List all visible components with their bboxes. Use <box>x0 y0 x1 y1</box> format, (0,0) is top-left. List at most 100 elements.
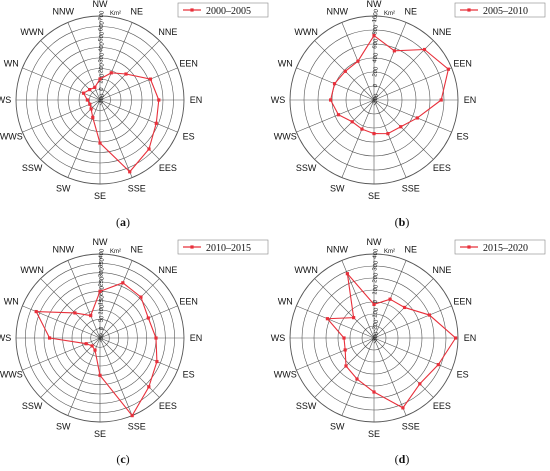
category-label-een: EEN <box>453 296 472 306</box>
data-point-ees <box>418 382 422 386</box>
caption-open-paren: ( <box>116 215 120 229</box>
category-label-sw: SW <box>330 184 345 194</box>
radial-tick-label: 150 <box>98 294 106 306</box>
data-point-nnw <box>93 85 97 89</box>
data-point-wwn <box>343 69 347 73</box>
legend: 2010–2015 <box>177 239 269 255</box>
caption-open-paren: ( <box>395 215 399 229</box>
spoke-ees <box>99 337 160 398</box>
category-label-wn: WN <box>278 58 293 68</box>
data-point-nw <box>372 302 376 306</box>
category-label-nnw: NNW <box>53 244 75 254</box>
legend-label: 2005–2010 <box>483 6 528 17</box>
data-point-es <box>154 121 158 125</box>
panel-caption: (d) <box>395 452 410 466</box>
category-label-en: EN <box>464 333 477 343</box>
spoke-wn <box>22 67 101 101</box>
category-label-sw: SW <box>56 422 71 432</box>
data-point-ws <box>48 336 52 340</box>
category-label-nne: NNE <box>432 265 451 275</box>
radial-tick-label: 600 <box>98 20 106 32</box>
unit-label: Km² <box>384 11 395 17</box>
legend-marker <box>467 245 471 249</box>
caption-close-paren: ) <box>126 215 130 229</box>
radial-tick-label: 0 <box>373 83 380 88</box>
radial-tick-label: -300 <box>372 331 380 345</box>
spoke-ne <box>99 22 133 101</box>
category-label-sw: SW <box>56 184 71 194</box>
radial-tick-label: 700 <box>98 10 106 22</box>
data-point-nw <box>98 77 102 81</box>
category-label-se: SE <box>368 429 380 439</box>
unit-label: Km² <box>384 249 395 255</box>
data-point-nnw <box>89 313 93 318</box>
spoke-ssw <box>314 337 375 398</box>
category-label-ne: NE <box>404 244 417 254</box>
data-point-wws <box>336 113 341 117</box>
legend-box <box>454 2 546 18</box>
legend-label: 2010–2015 <box>206 243 251 254</box>
spoke-ne <box>373 22 407 101</box>
data-point-nw <box>372 34 376 38</box>
data-point-sw <box>360 127 364 131</box>
spoke-sw <box>341 99 375 178</box>
category-label-ws: WS <box>0 95 11 105</box>
data-point-sse <box>130 414 134 418</box>
data-point-een <box>146 316 150 320</box>
category-label-wn: WN <box>4 296 19 306</box>
data-point-ssw <box>90 344 94 348</box>
data-point-se <box>98 141 102 145</box>
radial-tick-label: 200 <box>98 62 106 74</box>
category-label-ws: WS <box>271 333 286 343</box>
data-point-wws <box>88 102 92 106</box>
category-label-ees: EES <box>159 163 177 173</box>
radial-tick-label: 400 <box>372 248 380 260</box>
category-label-wws: WWS <box>274 370 297 380</box>
spoke-sse <box>99 337 133 416</box>
legend-marker <box>467 8 471 12</box>
category-label-een: EEN <box>179 58 198 68</box>
radial-tick-label: -200 <box>372 93 380 107</box>
legend-box <box>177 239 269 255</box>
data-point-sw <box>93 348 97 352</box>
category-label-sse: SSE <box>128 422 146 432</box>
legend-label: 2000–2005 <box>206 6 251 17</box>
data-point-wwn <box>352 316 356 320</box>
category-label-wws: WWS <box>0 132 23 142</box>
category-label-ssw: SSW <box>296 401 317 411</box>
spoke-een <box>99 305 178 339</box>
data-point-en <box>439 98 443 102</box>
caption-letter: c <box>120 452 126 466</box>
category-label-nne: NNE <box>432 27 451 37</box>
radial-tick-label: 400 <box>372 52 380 64</box>
radial-tick-label: 600 <box>372 38 380 50</box>
legend: 2015–2020 <box>454 239 546 255</box>
spoke-ssw <box>314 99 375 160</box>
spoke-es <box>99 337 178 371</box>
spoke-sse <box>373 99 407 178</box>
radial-tick-label: 50 <box>98 315 105 323</box>
radial-tick-label: 500 <box>98 31 106 43</box>
data-point-sse <box>401 406 405 410</box>
radial-tick-label: 400 <box>98 248 106 260</box>
category-label-nnw: NNW <box>53 6 75 16</box>
legend-box <box>454 239 546 255</box>
radar-panel-d: NW NE NNE EEN EN ES EES SSE SE SW SSW WWS WS WN WWN NNW… <box>271 237 546 466</box>
category-label-wn: WN <box>4 58 19 68</box>
legend-box <box>177 2 269 18</box>
caption-close-paren: ) <box>126 452 130 466</box>
data-point-nne <box>139 295 143 299</box>
category-label-sse: SSE <box>128 184 146 194</box>
category-label-nw: NW <box>367 237 382 247</box>
spoke-sw <box>341 337 375 416</box>
data-point-wwn <box>88 88 92 92</box>
radial-tick-label: 0 <box>99 87 106 92</box>
spoke-nnw <box>67 260 101 339</box>
data-point-en <box>154 336 158 340</box>
caption-close-paren: ) <box>405 215 409 229</box>
spoke-sse <box>99 99 133 178</box>
data-point-ws <box>85 98 89 102</box>
radial-tick-label: 200 <box>372 272 380 284</box>
